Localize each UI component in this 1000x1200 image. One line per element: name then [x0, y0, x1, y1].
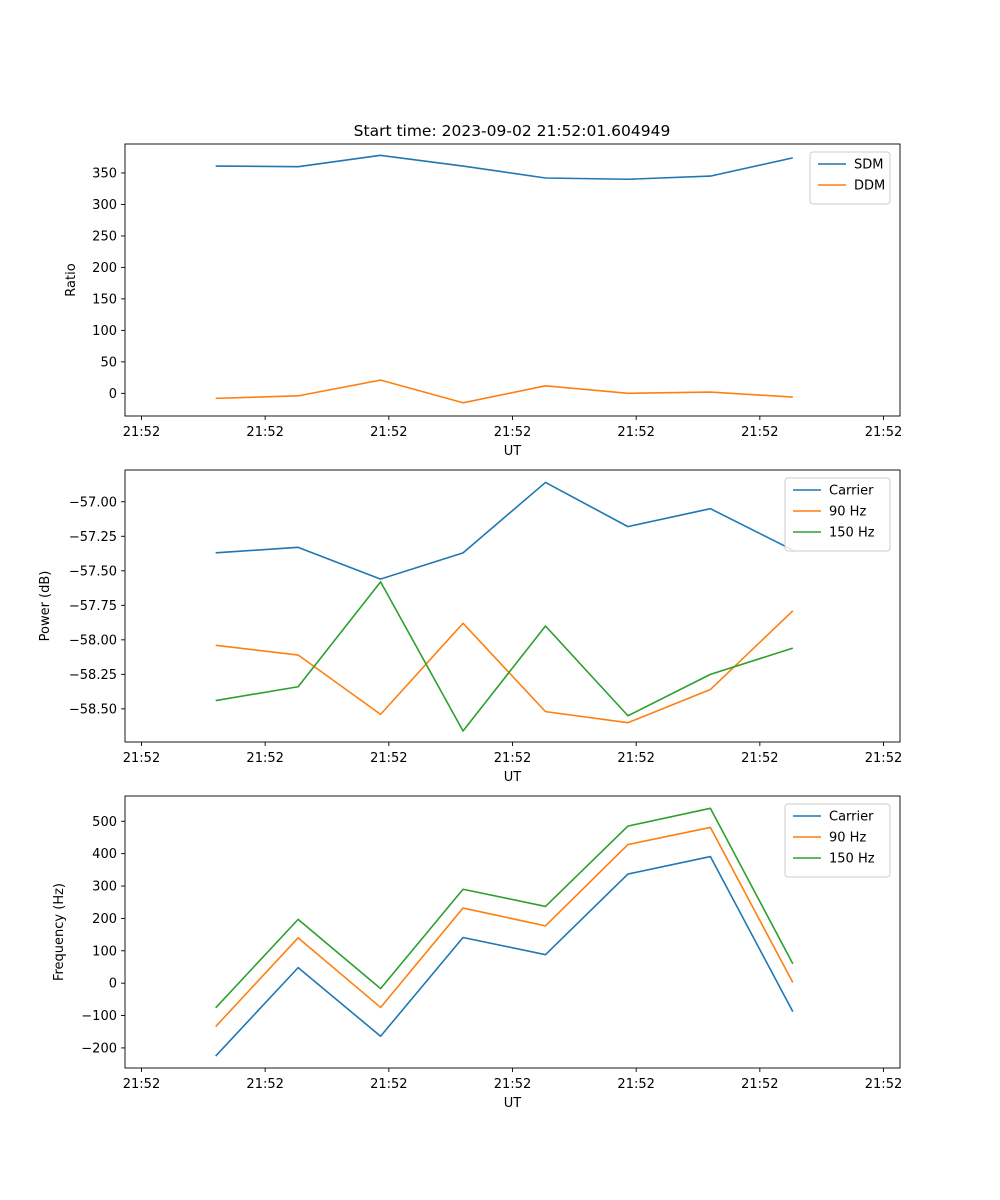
x-tick-label: 21:52 [865, 751, 902, 766]
y-tick-label: 200 [92, 261, 117, 276]
legend-label: 150 Hz [829, 852, 875, 867]
y-tick-label: −200 [81, 1041, 117, 1056]
y-tick-label: −57.25 [69, 530, 117, 545]
y-tick-label: 300 [92, 198, 117, 213]
series-line-90-hz [215, 610, 794, 724]
series-line-ddm [215, 379, 793, 404]
y-tick-label: 0 [109, 387, 117, 402]
axes-frame [124, 143, 901, 417]
series-line-sdm [215, 154, 793, 181]
y-tick-label: 350 [92, 166, 117, 181]
x-tick-label: 21:52 [370, 425, 407, 440]
y-tick-label: 400 [92, 847, 117, 862]
charts-container: 21:52 21:52 21:52 21:52 21:52 21:52 21:52 0 50 10… [38, 143, 902, 1111]
x-tick-label: 21:52 [865, 1077, 902, 1092]
x-tick-label: 21:52 [865, 425, 902, 440]
legend: Carrier 90 Hz 150 Hz [784, 477, 891, 552]
y-tick-label: 200 [92, 912, 117, 927]
chart-3: 21:52 21:52 21:52 21:52 21:52 21:52 21:52 −200 −… [52, 795, 902, 1111]
x-tick-label: 21:52 [123, 425, 160, 440]
axes-frame [124, 795, 901, 1069]
series-line-carrier [215, 855, 794, 1057]
y-tick-label: 50 [100, 355, 117, 370]
legend-label: SDM [854, 158, 883, 173]
legend: Carrier 90 Hz 150 Hz [784, 803, 891, 878]
y-tick-label: −57.00 [69, 495, 117, 510]
series-line-90-hz [215, 826, 794, 1028]
x-tick-label: 21:52 [741, 1077, 778, 1092]
y-tick-label: 0 [109, 977, 117, 992]
chart-1: 21:52 21:52 21:52 21:52 21:52 21:52 21:52 0 50 10… [64, 143, 902, 459]
x-tick-label: 21:52 [741, 425, 778, 440]
legend-label: DDM [854, 179, 885, 194]
x-tick-label: 21:52 [617, 425, 654, 440]
y-tick-label: 100 [92, 944, 117, 959]
y-tick-label: 100 [92, 324, 117, 339]
legend-label: 150 Hz [829, 526, 875, 541]
y-axis-label: Frequency (Hz) [52, 883, 67, 981]
x-tick-label: 21:52 [370, 751, 407, 766]
x-tick-label: 21:52 [370, 1077, 407, 1092]
legend-label: Carrier [829, 484, 874, 499]
y-tick-label: 250 [92, 229, 117, 244]
legend-label: 90 Hz [829, 831, 866, 846]
y-tick-label: 500 [92, 815, 117, 830]
series-line-150-hz [215, 807, 794, 1009]
figure-title: Start time: 2023-09-02 21:52:01.604949 [354, 122, 671, 140]
y-axis-label: Power (dB) [38, 571, 53, 642]
legend-label: 90 Hz [829, 505, 866, 520]
x-axis-label: UT [504, 770, 522, 785]
chart-2: 21:52 21:52 21:52 21:52 21:52 21:52 21:52 −58.5… [38, 469, 902, 785]
y-tick-label: −58.50 [69, 702, 117, 717]
y-tick-label: −57.50 [69, 564, 117, 579]
y-tick-label: −58.00 [69, 633, 117, 648]
x-tick-label: 21:52 [741, 751, 778, 766]
x-tick-label: 21:52 [123, 1077, 160, 1092]
x-tick-label: 21:52 [494, 1077, 531, 1092]
legend: SDM DDM [809, 151, 891, 205]
x-tick-label: 21:52 [123, 751, 160, 766]
x-tick-label: 21:52 [617, 751, 654, 766]
y-tick-label: −57.75 [69, 599, 117, 614]
legend-label: Carrier [829, 810, 874, 825]
x-tick-label: 21:52 [617, 1077, 654, 1092]
y-tick-label: 150 [92, 292, 117, 307]
y-axis-label: Ratio [64, 263, 79, 296]
series-line-carrier [215, 481, 794, 580]
y-tick-label: 300 [92, 880, 117, 895]
series-line-150-hz [215, 581, 794, 732]
x-tick-label: 21:52 [494, 751, 531, 766]
x-axis-label: UT [504, 1096, 522, 1111]
y-tick-label: −100 [81, 1009, 117, 1024]
y-tick-label: −58.25 [69, 668, 117, 683]
legend-box [809, 151, 891, 205]
x-tick-label: 21:52 [246, 425, 283, 440]
x-axis-label: UT [504, 444, 522, 459]
x-tick-label: 21:52 [246, 751, 283, 766]
x-tick-label: 21:52 [246, 1077, 283, 1092]
x-tick-label: 21:52 [494, 425, 531, 440]
